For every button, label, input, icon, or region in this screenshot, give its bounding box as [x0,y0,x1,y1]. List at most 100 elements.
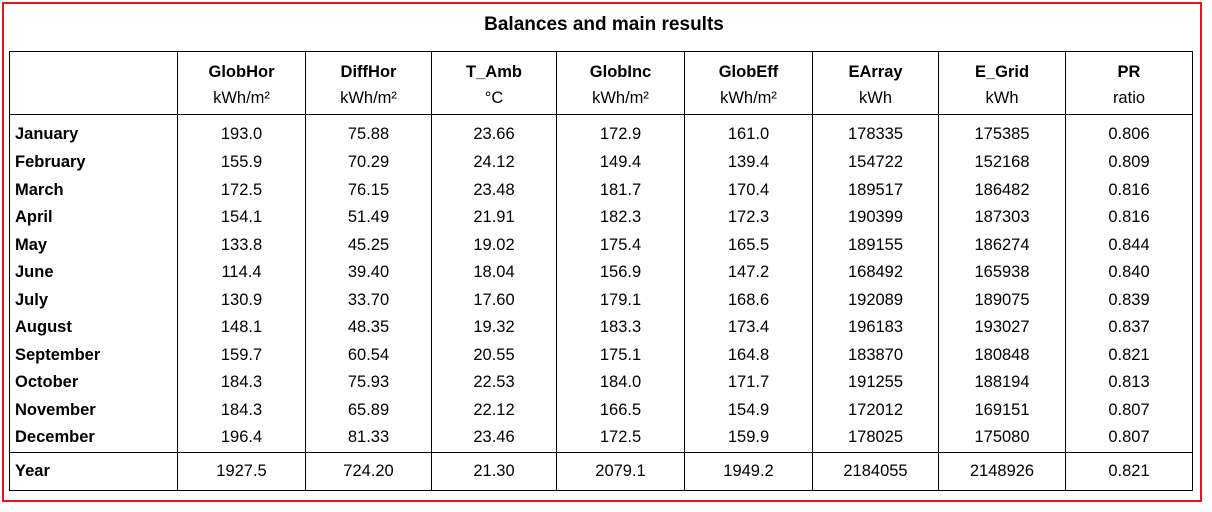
table-row: May 133.8 45.25 19.02 175.4 165.5 189155 186274… [9,231,1193,259]
table-cell: 172.3 [684,204,813,232]
table-cell: 191255 [812,369,939,397]
row-label: May [9,231,178,259]
row-label: Year [9,451,178,490]
table-row: February 155.9 70.29 24.12 149.4 139.4 154722 1… [9,149,1193,177]
column-unit: kWh/m² [177,83,306,115]
row-label: April [9,204,178,232]
table-cell: 23.66 [431,114,557,149]
table-cell: 45.25 [305,231,432,259]
table-cell: 155.9 [177,149,306,177]
table-cell: 20.55 [431,341,557,369]
table-cell: 23.46 [431,424,557,452]
table-cell: 0.821 [1065,341,1193,369]
column-unit: kWh/m² [684,83,813,115]
table-cell: 192089 [812,286,939,314]
table-cell: 161.0 [684,114,813,149]
table-row: October 184.3 75.93 22.53 184.0 171.7 191255 18… [9,369,1193,397]
column-header: E_Grid [938,51,1066,83]
column-unit: kWh [938,83,1066,115]
row-label: November [9,396,178,424]
results-table: GlobHor DiffHor T_Amb GlobInc GlobEff EA… [9,51,1193,491]
table-cell: 173.4 [684,314,813,342]
table-cell: 19.02 [431,231,557,259]
table-cell: 65.89 [305,396,432,424]
table-cell: 181.7 [556,176,685,204]
column-unit: kWh/m² [556,83,685,115]
table-cell: 0.807 [1065,396,1193,424]
table-cell: 0.837 [1065,314,1193,342]
table-cell: 75.88 [305,114,432,149]
table-cell: 159.9 [684,424,813,452]
table-row: December 196.4 81.33 23.46 172.5 159.9 178025 1… [9,424,1193,452]
table-cell: 186274 [938,231,1066,259]
table-cell: 149.4 [556,149,685,177]
table-cell: 168492 [812,259,939,287]
table-row: July 130.9 33.70 17.60 179.1 168.6 192089 18907… [9,286,1193,314]
table-row: March 172.5 76.15 23.48 181.7 170.4 189517 1864… [9,176,1193,204]
column-header: GlobEff [684,51,813,83]
table-cell: 21.91 [431,204,557,232]
row-label: August [9,314,178,342]
table-cell: 23.48 [431,176,557,204]
column-header: DiffHor [305,51,432,83]
table-cell: 183870 [812,341,939,369]
row-label: January [9,114,178,149]
table-cell: 17.60 [431,286,557,314]
column-unit: kWh [812,83,939,115]
table-cell: 0.821 [1065,451,1193,490]
table-row: September 159.7 60.54 20.55 175.1 164.8 183870… [9,341,1193,369]
row-label: October [9,369,178,397]
column-header: GlobHor [177,51,306,83]
table-cell: 171.7 [684,369,813,397]
table-cell: 178025 [812,424,939,452]
table-cell: 75.93 [305,369,432,397]
table-cell: 0.844 [1065,231,1193,259]
table-cell: 159.7 [177,341,306,369]
table-cell: 172012 [812,396,939,424]
table-cell: 165938 [938,259,1066,287]
table-cell: 169151 [938,396,1066,424]
table-cell: 187303 [938,204,1066,232]
table-cell: 189155 [812,231,939,259]
table-cell: 24.12 [431,149,557,177]
table-cell: 179.1 [556,286,685,314]
results-frame: Balances and main results [2,2,1202,502]
table-cell: 724.20 [305,451,432,490]
table-cell: 0.807 [1065,424,1193,452]
table-cell: 81.33 [305,424,432,452]
table-cell: 139.4 [684,149,813,177]
table-cell: 189075 [938,286,1066,314]
column-header: PR [1065,51,1193,83]
table-cell: 22.12 [431,396,557,424]
table-cell: 0.809 [1065,149,1193,177]
table-cell: 154.9 [684,396,813,424]
table-cell: 76.15 [305,176,432,204]
table-cell: 154722 [812,149,939,177]
table-cell: 130.9 [177,286,306,314]
table-cell: 190399 [812,204,939,232]
table-row: August 148.1 48.35 19.32 183.3 173.4 196183 193… [9,314,1193,342]
table-cell: 2148926 [938,451,1066,490]
table-cell: 175.4 [556,231,685,259]
table-cell: 0.816 [1065,204,1193,232]
table-cell: 172.5 [556,424,685,452]
header-row: GlobHor DiffHor T_Amb GlobInc GlobEff EA… [9,51,1193,83]
table-cell: 48.35 [305,314,432,342]
table-cell: 172.5 [177,176,306,204]
row-label: September [9,341,178,369]
table-cell: 165.5 [684,231,813,259]
table-cell: 182.3 [556,204,685,232]
table-cell: 175.1 [556,341,685,369]
column-unit: ratio [1065,83,1193,115]
corner-cell [9,51,178,83]
column-unit: °C [431,83,557,115]
table-cell: 183.3 [556,314,685,342]
table-cell: 168.6 [684,286,813,314]
row-label: June [9,259,178,287]
table-cell: 1927.5 [177,451,306,490]
table-cell: 147.2 [684,259,813,287]
table-cell: 188194 [938,369,1066,397]
table-cell: 22.53 [431,369,557,397]
table-cell: 60.54 [305,341,432,369]
table-cell: 170.4 [684,176,813,204]
